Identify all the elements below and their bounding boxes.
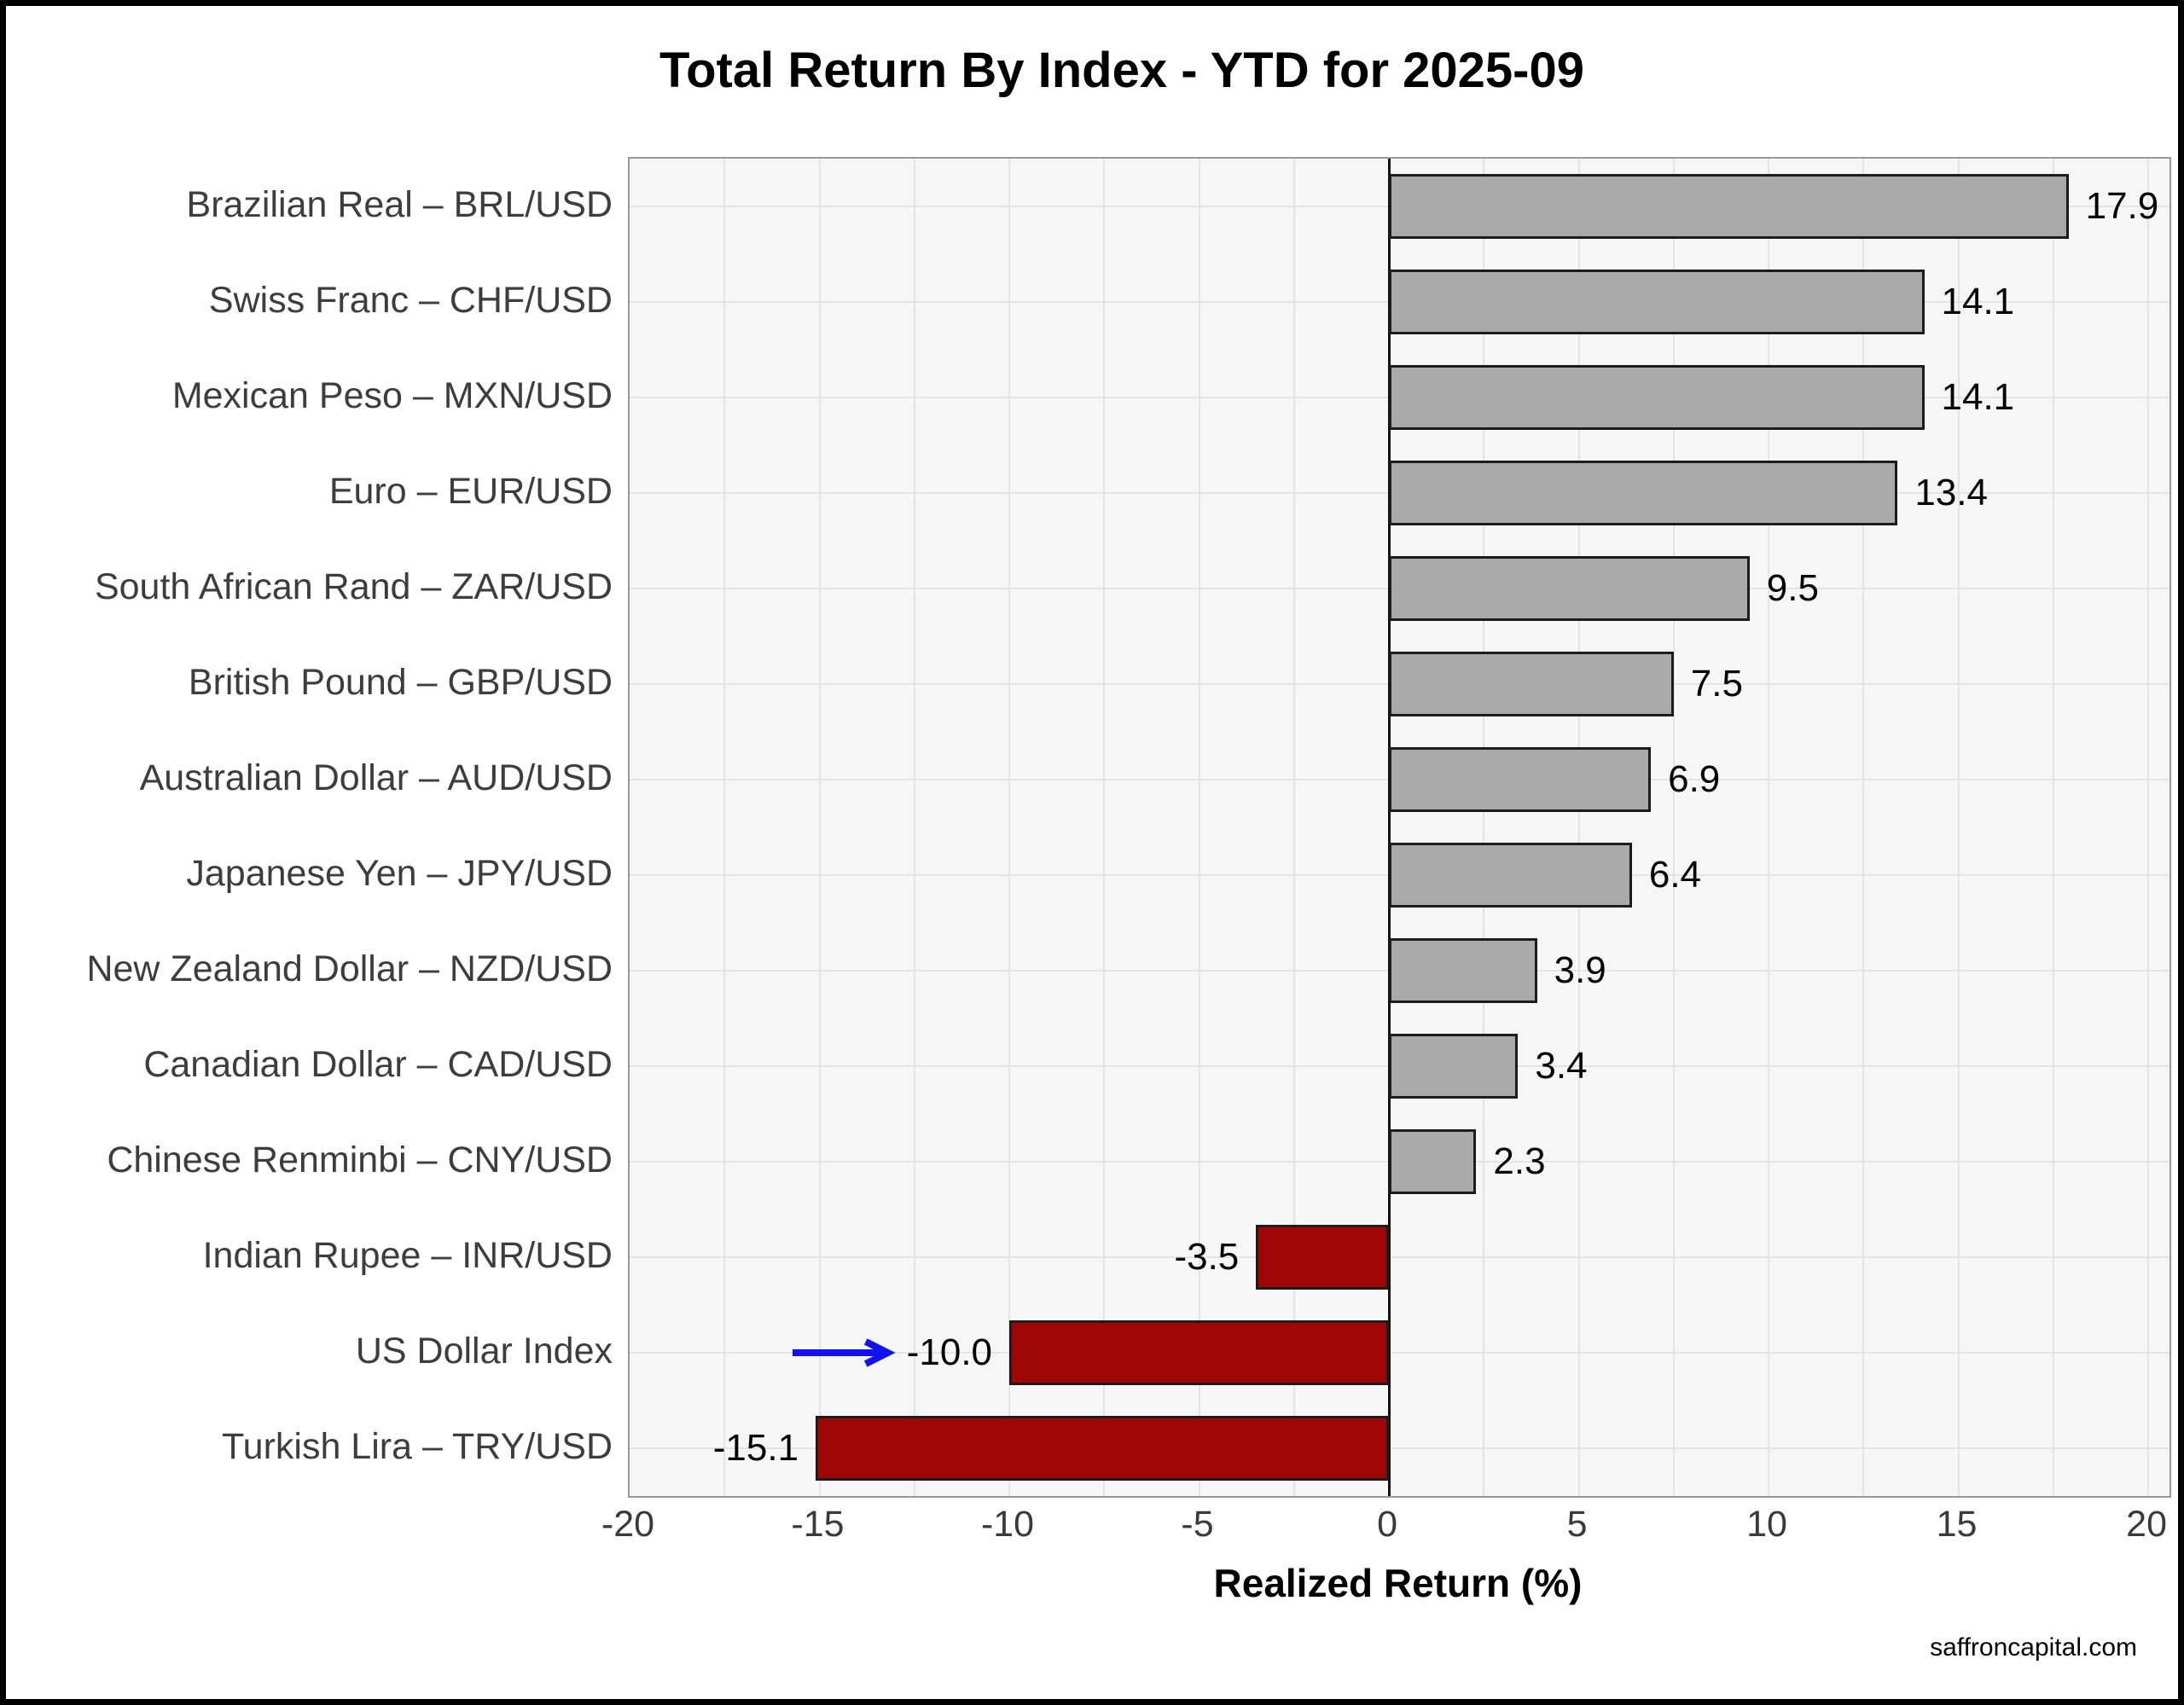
x-tick-label: 20	[2126, 1504, 2167, 1545]
bar	[1389, 652, 1674, 716]
bar-value-label: -3.5	[1174, 1236, 1240, 1278]
bar	[1389, 843, 1632, 908]
bar-value-label: -15.1	[712, 1427, 799, 1469]
bar	[1389, 1129, 1477, 1194]
category-label: Japanese Yen – JPY/USD	[186, 853, 613, 894]
bar	[1389, 556, 1750, 621]
vertical-gridline	[1292, 159, 1295, 1496]
bar	[1389, 365, 1925, 430]
bar-value-label: 13.4	[1914, 472, 1988, 513]
x-tick-label: -15	[791, 1504, 845, 1545]
vertical-gridline	[1862, 159, 1865, 1496]
x-tick-label: 10	[1746, 1504, 1787, 1545]
category-label: Chinese Renminbi – CNY/USD	[107, 1140, 613, 1180]
vertical-gridline	[2147, 159, 2150, 1496]
bar	[1009, 1320, 1390, 1385]
horizontal-gridline	[630, 1352, 2169, 1354]
x-tick-label: -5	[1181, 1504, 1214, 1545]
bar-value-label: 3.9	[1554, 949, 1606, 991]
footer-watermark: saffroncapital.com	[1930, 1633, 2137, 1662]
bar-value-label: 7.5	[1690, 663, 1743, 705]
bar	[816, 1416, 1390, 1481]
x-tick-label: 5	[1566, 1504, 1588, 1545]
bar	[1389, 461, 1898, 525]
vertical-gridline	[1198, 159, 1200, 1496]
vertical-gridline	[1957, 159, 1960, 1496]
bar-value-label: 6.4	[1648, 854, 1702, 896]
category-label: Turkish Lira – TRY/USD	[221, 1426, 613, 1467]
bar	[1389, 1034, 1519, 1099]
horizontal-gridline	[630, 1447, 2169, 1449]
y-axis-labels: Brazilian Real – BRL/USD Swiss Franc – CH…	[6, 157, 613, 1494]
horizontal-gridline	[630, 1256, 2169, 1258]
x-axis-ticks: -20 -15 -10 -5 0 5 10 15 20	[601, 1504, 2168, 1555]
category-label: Canadian Dollar – CAD/USD	[143, 1044, 613, 1085]
zero-axis-line	[1387, 159, 1391, 1496]
bar-value-label: -10.0	[906, 1331, 993, 1373]
bar-value-label: 17.9	[2085, 185, 2159, 227]
bar-value-label: 14.1	[1941, 376, 2015, 418]
bar-value-label: 3.4	[1535, 1045, 1588, 1087]
vertical-gridline	[818, 159, 821, 1496]
category-label: US Dollar Index	[355, 1331, 613, 1372]
category-label: Australian Dollar – AUD/USD	[139, 757, 613, 798]
bar	[1389, 747, 1652, 812]
category-label: New Zealand Dollar – NZD/USD	[86, 948, 613, 989]
vertical-gridline	[1768, 159, 1770, 1496]
x-tick-label: -20	[601, 1504, 655, 1545]
bar-value-label: 9.5	[1766, 567, 1819, 609]
vertical-gridline	[1103, 159, 1106, 1496]
vertical-gridline	[1672, 159, 1675, 1496]
bar	[1389, 174, 2069, 239]
category-label: British Pound – GBP/USD	[188, 662, 613, 703]
category-label: Indian Rupee – INR/USD	[202, 1235, 613, 1276]
category-label: Brazilian Real – BRL/USD	[186, 184, 613, 225]
bar-value-label: 6.9	[1668, 758, 1721, 800]
category-label: Mexican Peso – MXN/USD	[171, 375, 613, 416]
vertical-gridline	[2052, 159, 2054, 1496]
x-axis-title: Realized Return (%)	[1213, 1561, 1583, 1605]
chart-title: Total Return By Index - YTD for 2025-09	[659, 43, 1584, 98]
bar	[1256, 1225, 1390, 1290]
vertical-gridline	[1483, 159, 1485, 1496]
x-tick-label: -10	[980, 1504, 1035, 1545]
category-label: Swiss Franc – CHF/USD	[208, 280, 613, 321]
category-label: Euro – EUR/USD	[328, 471, 613, 512]
vertical-gridline	[1577, 159, 1580, 1496]
bar-value-label: 2.3	[1493, 1140, 1546, 1182]
bar	[1389, 938, 1537, 1003]
figure: Total Return By Index - YTD for 2025-09 …	[6, 6, 2178, 1699]
vertical-gridline	[723, 159, 726, 1496]
vertical-gridline	[1008, 159, 1011, 1496]
category-label: South African Rand – ZAR/USD	[94, 566, 613, 607]
plot-area: 17.9 14.1 14.1 13.4 9.5 7.5 6.9 6.4 3.9 3.4 2.3 -3.…	[628, 157, 2171, 1498]
x-tick-label: 0	[1377, 1504, 1397, 1545]
bar	[1389, 270, 1925, 334]
annotation-arrow-icon	[789, 1327, 900, 1378]
vertical-gridline	[913, 159, 915, 1496]
bar-value-label: 14.1	[1941, 281, 2015, 322]
x-tick-label: 15	[1936, 1504, 1978, 1545]
